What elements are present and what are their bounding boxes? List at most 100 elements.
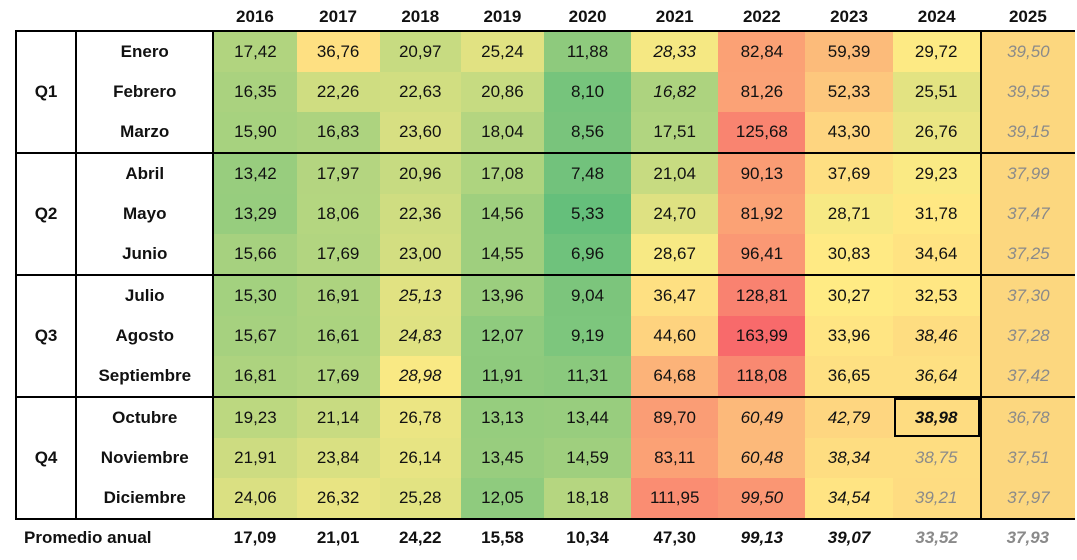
value-cell: 11,31 <box>543 356 632 398</box>
annual-average-value: 24,22 <box>398 528 442 547</box>
value-cell: 19,23 <box>212 396 297 438</box>
value-cell: 36,47 <box>631 274 719 316</box>
value-cell: 17,69 <box>296 234 380 276</box>
value-cell: 16,61 <box>296 316 380 356</box>
value-cell: 20,86 <box>460 72 544 112</box>
year-header: 2019 <box>483 6 522 26</box>
value-cell: 125,68 <box>718 112 806 154</box>
value-cell: 59,39 <box>805 30 893 72</box>
value-cell: 6,96 <box>543 234 632 276</box>
value-cell: 37,28 <box>980 316 1075 356</box>
value-cell: 23,00 <box>379 234 461 276</box>
value-cell: 37,51 <box>980 438 1075 478</box>
value-cell: 36,64 <box>892 356 982 398</box>
annual-average-value: 39,07 <box>827 528 871 547</box>
value-cell: 37,25 <box>980 234 1075 276</box>
value-cell: 36,76 <box>296 30 380 72</box>
value-cell: 26,32 <box>296 478 380 520</box>
value-cell: 38,34 <box>805 438 893 478</box>
value-cell: 7,48 <box>543 152 632 194</box>
value-cell: 37,47 <box>980 194 1075 234</box>
value-cell: 14,56 <box>460 194 544 234</box>
value-cell: 9,04 <box>543 274 632 316</box>
value-cell: 11,91 <box>460 356 544 398</box>
value-cell: 16,91 <box>296 274 380 316</box>
value-cell: 38,46 <box>892 316 982 356</box>
value-cell: 25,28 <box>379 478 461 520</box>
value-cell: 13,29 <box>212 194 297 234</box>
month-label: Abril <box>76 152 214 194</box>
month-row: Agosto 15,67 16,61 24,83 12,07 9,19 44,60 163,9… <box>16 316 1075 356</box>
value-cell: 23,60 <box>379 112 461 154</box>
value-cell: 16,81 <box>212 356 297 398</box>
value-cell: 8,10 <box>543 72 632 112</box>
value-cell: 13,44 <box>543 396 632 438</box>
value-cell: 31,78 <box>892 194 982 234</box>
value-cell: 26,76 <box>892 112 982 154</box>
value-cell: 21,91 <box>212 438 297 478</box>
month-row: Noviembre 21,91 23,84 26,14 13,45 14,59 83,11 6… <box>16 438 1075 478</box>
value-cell: 14,55 <box>460 234 544 276</box>
value-cell: 44,60 <box>631 316 719 356</box>
value-cell: 96,41 <box>718 234 806 276</box>
value-cell: 15,30 <box>212 274 297 316</box>
value-cell: 28,33 <box>631 30 719 72</box>
value-cell: 37,69 <box>805 152 893 194</box>
value-cell: 37,30 <box>980 274 1075 316</box>
header-row: 2016 2017 2018 2019 2020 2021 2022 2023 2024 2025 <box>16 3 1075 31</box>
year-header: 2020 <box>568 6 607 26</box>
month-row: Junio 15,66 17,69 23,00 14,55 6,96 28,67 96,41 3… <box>16 234 1075 276</box>
value-cell: 16,82 <box>631 72 719 112</box>
month-label: Mayo <box>123 204 167 223</box>
value-cell: 163,99 <box>718 316 806 356</box>
value-cell: 39,55 <box>980 72 1075 112</box>
month-row: Septiembre 16,81 17,69 28,98 11,91 11,31 64,68… <box>16 356 1075 398</box>
annual-average-label: Promedio anual <box>24 528 152 547</box>
value-cell: 17,69 <box>296 356 380 398</box>
year-header: 2016 <box>236 6 274 26</box>
value-cell: 26,78 <box>379 396 461 438</box>
value-cell: 25,51 <box>892 72 982 112</box>
value-cell: 60,49 <box>718 396 806 438</box>
annual-average-value: 10,34 <box>566 528 609 547</box>
value-cell: 29,23 <box>892 152 982 194</box>
month-label: Octubre <box>76 396 214 438</box>
annual-average-row: Promedio anual 17,09 21,01 24,22 15,58 10,34 4… <box>16 519 1075 556</box>
month-row: Diciembre 24,06 26,32 25,28 12,05 18,18 111,95… <box>16 478 1075 520</box>
value-cell: 24,83 <box>379 316 461 356</box>
year-header: 2021 <box>655 6 694 26</box>
month-label: Agosto <box>115 326 174 345</box>
value-cell: 17,51 <box>631 112 719 154</box>
value-cell: 13,42 <box>212 152 297 194</box>
value-cell: 37,99 <box>980 152 1075 194</box>
month-label: Febrero <box>113 82 177 101</box>
value-cell: 37,42 <box>980 356 1075 398</box>
value-cell: 28,71 <box>805 194 893 234</box>
value-cell: 42,79 <box>805 396 893 438</box>
value-cell: 16,35 <box>212 72 297 112</box>
value-cell: 83,11 <box>631 438 719 478</box>
month-row: Q4 Octubre 19,23 21,14 26,78 13,13 13,44 89,70 6… <box>14 396 1075 520</box>
quarter-label: Q4 <box>14 396 78 520</box>
annual-average-value: 37,93 <box>1006 528 1050 547</box>
value-cell: 17,42 <box>212 30 297 72</box>
year-header: 2025 <box>1008 6 1047 26</box>
value-cell: 28,98 <box>379 356 461 398</box>
year-header: 2018 <box>401 6 440 26</box>
value-cell: 81,92 <box>718 194 806 234</box>
month-label: Noviembre <box>100 448 189 467</box>
value-cell: 25,13 <box>379 274 461 316</box>
value-cell: 82,84 <box>718 30 806 72</box>
annual-average-value: 47,30 <box>653 528 696 547</box>
quarter-label: Q2 <box>14 152 78 276</box>
value-cell: 26,14 <box>379 438 461 478</box>
value-cell: 37,97 <box>980 478 1075 520</box>
quarter-label: Q3 <box>14 274 78 398</box>
year-header: 2022 <box>742 6 781 26</box>
value-cell: 99,50 <box>718 478 806 520</box>
value-cell: 15,90 <box>212 112 297 154</box>
value-cell: 13,13 <box>460 396 544 438</box>
month-row: Q1 Enero 17,42 36,76 20,97 25,24 11,88 28,33 82,… <box>14 30 1075 154</box>
value-cell: 39,15 <box>980 112 1075 154</box>
value-cell: 9,19 <box>543 316 632 356</box>
